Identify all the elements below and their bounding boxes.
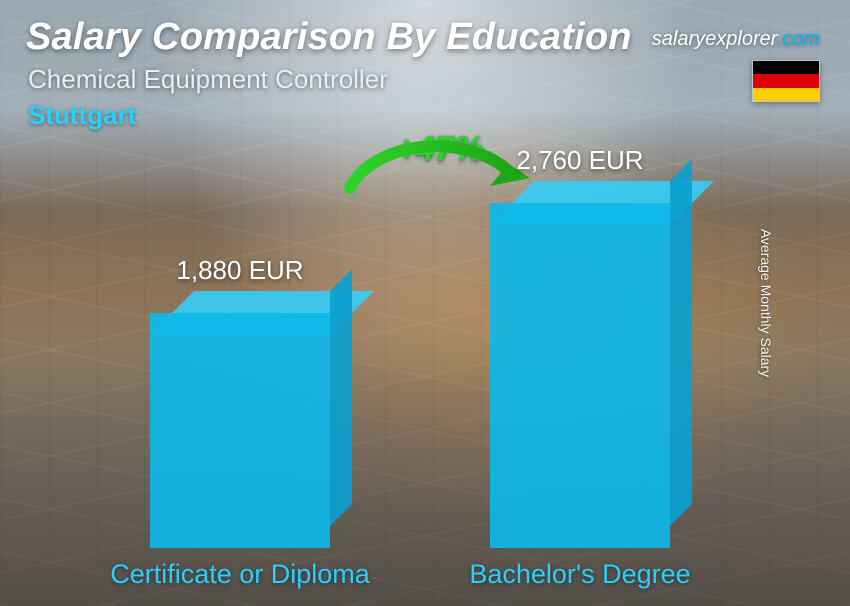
bar-1-label: Certificate or Diploma — [90, 559, 390, 590]
flag-stripe-2 — [753, 74, 819, 87]
bar-1-side — [330, 269, 352, 526]
chart-subtitle: Chemical Equipment Controller — [28, 64, 388, 95]
site-watermark: salaryexplorer.com — [652, 28, 820, 51]
site-name: salaryexplorer — [652, 28, 777, 50]
infographic-container: Salary Comparison By Education Chemical … — [0, 0, 850, 606]
bar-1-front — [150, 313, 330, 548]
bar-2-side — [670, 159, 692, 526]
site-suffix: .com — [777, 28, 820, 50]
country-flag-germany — [752, 60, 820, 102]
bar-2-label: Bachelor's Degree — [430, 559, 730, 590]
bar-1-value: 1,880 EUR — [110, 255, 370, 286]
bar-2-front — [490, 203, 670, 548]
bar-2-value: 2,760 EUR — [450, 145, 710, 176]
flag-stripe-1 — [753, 61, 819, 74]
bar-chart: 1,880 EUR 2,760 EUR — [0, 188, 850, 548]
flag-stripe-3 — [753, 88, 819, 101]
chart-location: Stuttgart — [28, 100, 136, 131]
chart-title: Salary Comparison By Education — [26, 16, 632, 59]
